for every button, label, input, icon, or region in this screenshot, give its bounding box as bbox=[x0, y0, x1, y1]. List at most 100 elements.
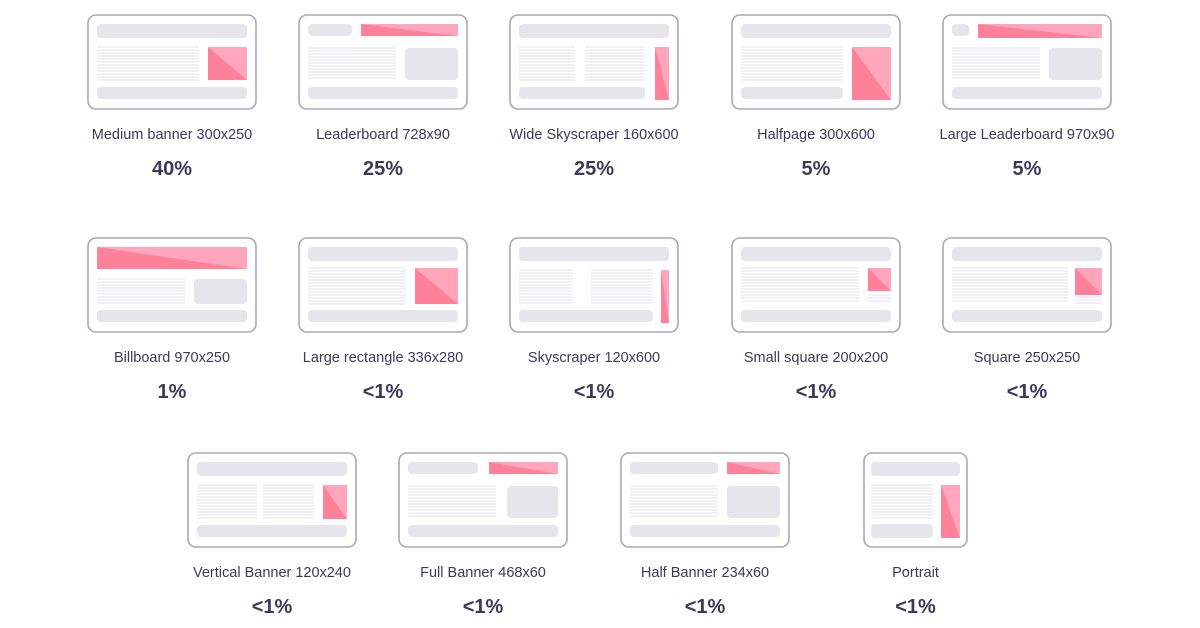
ad-format-label: Billboard 970x250 bbox=[113, 350, 231, 366]
ad-format-item: Vertical Banner 120x240 <1% bbox=[187, 452, 357, 618]
ad-format-share: <1% bbox=[251, 596, 293, 618]
ad-slot-shade bbox=[655, 47, 669, 100]
ad-slot-shade bbox=[941, 485, 960, 538]
ad-format-label: Large Leaderboard 970x90 bbox=[939, 127, 1115, 143]
placeholder-block bbox=[405, 48, 458, 80]
ad-format-item: Billboard 970x250 1% bbox=[87, 237, 257, 403]
ad-format-share: 40% bbox=[151, 158, 193, 180]
placeholder-block bbox=[519, 247, 669, 261]
placeholder-block bbox=[308, 310, 458, 322]
placeholder-block bbox=[97, 310, 247, 322]
ad-format-share: 25% bbox=[362, 158, 404, 180]
ad-format-share: <1% bbox=[684, 596, 726, 618]
card-frame bbox=[298, 14, 468, 110]
ad-slot-shade bbox=[852, 47, 891, 100]
ad-format-label: Leaderboard 728x90 bbox=[316, 127, 450, 143]
ad-format-label: Half Banner 234x60 bbox=[640, 565, 770, 581]
ad-slot-shade bbox=[208, 47, 247, 80]
placeholder-block bbox=[308, 87, 458, 99]
ad-format-thumbnail bbox=[620, 452, 790, 548]
placeholder-block bbox=[741, 87, 843, 99]
ad-format-share: 25% bbox=[573, 158, 615, 180]
ad-format-label: Large rectangle 336x280 bbox=[302, 350, 464, 366]
ad-format-item: Wide Skyscraper 160x600 25% bbox=[509, 14, 679, 180]
ad-format-label: Full Banner 468x60 bbox=[420, 565, 546, 581]
ad-format-share: 5% bbox=[1012, 158, 1042, 180]
ad-slot-shade bbox=[489, 462, 558, 474]
placeholder-block bbox=[308, 247, 458, 261]
ad-format-thumbnail bbox=[87, 237, 257, 333]
ad-format-item: Large Leaderboard 970x90 5% bbox=[940, 14, 1114, 180]
ad-format-item: Square 250x250 <1% bbox=[942, 237, 1112, 403]
ad-format-item: Halfpage 300x600 5% bbox=[731, 14, 901, 180]
ad-format-share: 5% bbox=[801, 158, 831, 180]
ad-format-share: <1% bbox=[462, 596, 504, 618]
placeholder-block bbox=[630, 525, 780, 537]
card-frame bbox=[731, 237, 901, 333]
ad-format-item: Large rectangle 336x280 <1% bbox=[298, 237, 468, 403]
placeholder-block bbox=[630, 462, 718, 474]
ad-format-share: <1% bbox=[573, 381, 615, 403]
ad-format-label: Square 250x250 bbox=[973, 350, 1081, 366]
ad-slot-shade bbox=[415, 268, 458, 304]
ad-format-share: <1% bbox=[1006, 381, 1048, 403]
ad-format-thumbnail bbox=[509, 14, 679, 110]
placeholder-block bbox=[741, 310, 891, 322]
ad-format-item: Half Banner 234x60 <1% bbox=[620, 452, 790, 618]
ad-format-thumbnail bbox=[731, 237, 901, 333]
placeholder-block bbox=[952, 310, 1102, 322]
placeholder-block bbox=[519, 24, 669, 38]
card-frame bbox=[398, 452, 568, 548]
placeholder-block bbox=[507, 486, 558, 518]
ad-format-label: Portrait bbox=[892, 565, 939, 581]
placeholder-block bbox=[952, 87, 1102, 99]
placeholder-block bbox=[871, 524, 933, 538]
ad-format-thumbnail bbox=[187, 452, 357, 548]
ad-format-label: Small square 200x200 bbox=[743, 350, 889, 366]
ad-slot-shade bbox=[978, 24, 1102, 38]
ad-format-share: <1% bbox=[795, 381, 837, 403]
ad-format-label: Wide Skyscraper 160x600 bbox=[509, 127, 679, 143]
ad-format-thumbnail bbox=[298, 14, 468, 110]
placeholder-block bbox=[197, 462, 347, 476]
ad-format-item: Full Banner 468x60 <1% bbox=[398, 452, 568, 618]
ad-format-item: Medium banner 300x250 40% bbox=[87, 14, 257, 180]
card-frame bbox=[942, 14, 1112, 110]
ad-format-thumbnail bbox=[87, 14, 257, 110]
ad-format-share: <1% bbox=[362, 381, 404, 403]
ad-format-thumbnail bbox=[298, 237, 468, 333]
ad-format-share: <1% bbox=[895, 596, 936, 618]
ad-slot-shade bbox=[868, 268, 891, 291]
ad-format-thumbnail bbox=[863, 452, 968, 548]
card-frame bbox=[620, 452, 790, 548]
placeholder-block bbox=[1049, 48, 1102, 80]
placeholder-block bbox=[97, 24, 247, 38]
ad-format-label: Halfpage 300x600 bbox=[757, 127, 875, 143]
placeholder-block bbox=[741, 247, 891, 261]
card-frame bbox=[298, 237, 468, 333]
card-frame bbox=[942, 237, 1112, 333]
placeholder-block bbox=[871, 462, 960, 476]
ad-format-thumbnail bbox=[942, 237, 1112, 333]
ad-format-item: Portrait <1% bbox=[863, 452, 968, 618]
ad-format-label: Vertical Banner 120x240 bbox=[193, 565, 351, 581]
ad-slot-shade bbox=[1075, 268, 1102, 295]
ad-format-item: Small square 200x200 <1% bbox=[731, 237, 901, 403]
ad-slot-shade bbox=[727, 462, 780, 474]
placeholder-block bbox=[408, 525, 558, 537]
ad-format-thumbnail bbox=[731, 14, 901, 110]
placeholder-block bbox=[97, 87, 247, 99]
ad-format-label: Medium banner 300x250 bbox=[91, 127, 253, 143]
ad-format-thumbnail bbox=[942, 14, 1112, 110]
ad-format-share: 1% bbox=[157, 381, 187, 403]
placeholder-block bbox=[727, 486, 780, 518]
ad-slot-shade bbox=[97, 247, 247, 269]
placeholder-block bbox=[952, 24, 969, 36]
placeholder-block bbox=[308, 24, 352, 36]
ad-slot-shade bbox=[361, 24, 458, 36]
ad-format-item: Skyscraper 120x600 <1% bbox=[509, 237, 679, 403]
ad-format-item: Leaderboard 728x90 25% bbox=[298, 14, 468, 180]
placeholder-block bbox=[194, 279, 247, 304]
ad-format-thumbnail bbox=[509, 237, 679, 333]
placeholder-block bbox=[408, 462, 478, 474]
